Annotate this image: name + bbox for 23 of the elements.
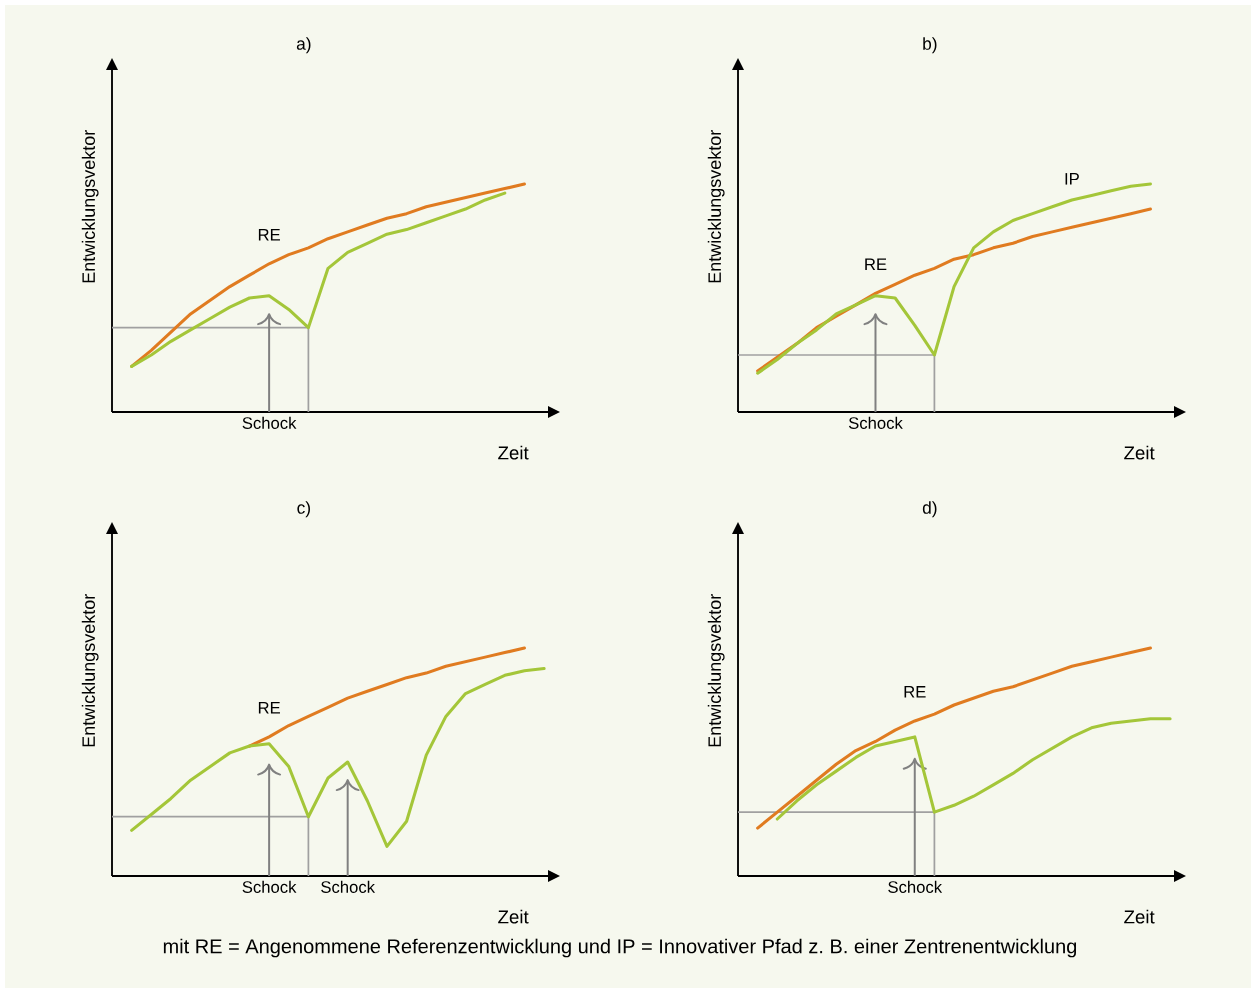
y-axis-title: Entwicklungsvektor (707, 130, 725, 283)
text: mit RE = Angenommene Referenzentwicklung und IP = Innovativer Pfad z. B. einer Zentrenentwicklung (163, 938, 1077, 958)
chart-title: c) (297, 501, 310, 518)
text: Schock (242, 880, 297, 893)
y-axis-title: Entwicklungsvektor (707, 594, 725, 747)
series-label: IP (1065, 173, 1079, 185)
x-axis-title: Zeit (498, 445, 529, 460)
chart-title: d) (922, 501, 937, 518)
text: Schock (848, 416, 903, 429)
chart-title: a) (296, 37, 311, 54)
x-axis-title: Zeit (498, 909, 529, 924)
y-axis-title: Entwicklungsvektor (81, 594, 99, 747)
text: Schock (888, 880, 943, 893)
series-label: RE (904, 686, 926, 698)
x-axis-title: Zeit (1124, 909, 1155, 924)
text: Schock (321, 880, 376, 893)
series-label: RE (865, 258, 887, 271)
x-axis-title: Zeit (1124, 445, 1155, 460)
chart-title: b) (923, 37, 937, 54)
series-label: RE (258, 228, 280, 241)
series-label: RE (258, 702, 280, 714)
text: Schock (242, 416, 297, 429)
y-axis-title: Entwicklungsvektor (81, 130, 99, 283)
